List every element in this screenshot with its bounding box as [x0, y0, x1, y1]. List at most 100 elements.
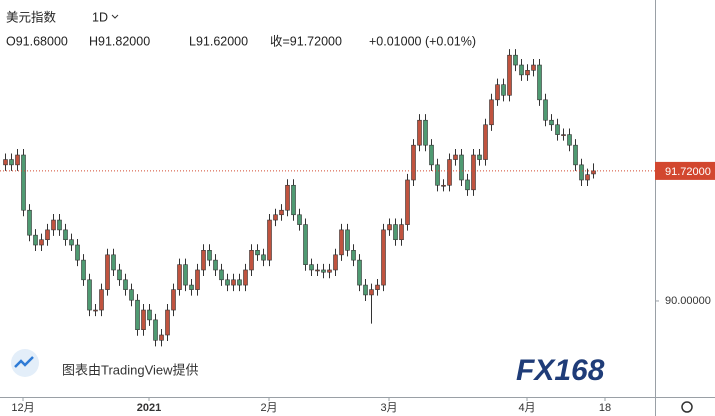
candle-body	[15, 154, 20, 166]
candle-body	[363, 284, 368, 296]
x-tick-label: 12月	[11, 402, 34, 414]
x-tick-label: 18	[599, 402, 611, 414]
candle-body	[501, 84, 506, 96]
candle-body	[99, 289, 104, 311]
settings-icon[interactable]	[681, 401, 693, 413]
candle-body	[345, 229, 350, 251]
candle-body	[489, 99, 494, 126]
candle-body	[105, 254, 110, 290]
candle-body	[339, 229, 344, 256]
candle-body	[231, 279, 236, 286]
attribution[interactable]: 图表由TradingView提供	[62, 362, 199, 377]
candle-body	[243, 269, 248, 286]
x-tick-label: 2月	[260, 402, 277, 414]
symbol[interactable]: 美元指数	[6, 9, 57, 24]
candle-body	[495, 84, 500, 101]
ohlc-high: H91.82000	[89, 34, 150, 48]
candle-body	[453, 154, 458, 160]
candle-body	[93, 309, 98, 312]
candle-body	[525, 70, 530, 76]
y-tick-label: 90.00000	[665, 295, 711, 307]
candle-body	[465, 179, 470, 191]
candle-body	[573, 144, 578, 166]
candle-body	[21, 154, 26, 211]
candle-body	[117, 269, 122, 281]
candle-body	[555, 124, 560, 135]
candle-body	[315, 269, 320, 272]
x-tick-label: 3月	[380, 402, 397, 414]
candle-body	[537, 64, 542, 101]
candle-body	[381, 229, 386, 286]
candle-body	[351, 249, 356, 261]
candle-body	[579, 164, 584, 181]
x-tick-label: 4月	[518, 402, 535, 414]
candle-body	[159, 334, 164, 341]
candle-body	[285, 184, 290, 211]
interval[interactable]: 1D	[92, 10, 108, 24]
candle-body	[39, 239, 44, 246]
candle-body	[261, 254, 266, 261]
candle-body	[87, 279, 92, 311]
candle-body	[57, 219, 62, 231]
candle-body	[237, 279, 242, 286]
candle-body	[219, 269, 224, 281]
candle-body	[321, 269, 326, 273]
candle-body	[483, 124, 488, 160]
candle-body	[177, 264, 182, 290]
candle-body	[189, 284, 194, 290]
candle-body	[123, 279, 128, 290]
ohlc-low: L91.62000	[189, 34, 248, 48]
candle-body	[51, 219, 56, 231]
candle-body	[369, 289, 374, 296]
candle-body	[327, 269, 332, 273]
candle-body	[63, 229, 68, 241]
candle-body	[303, 224, 308, 265]
candle-body	[141, 309, 146, 330]
candle-body	[357, 259, 362, 286]
last-price-box	[655, 161, 715, 180]
candle-body	[135, 299, 140, 330]
candle-body	[429, 144, 434, 166]
candle-body	[531, 64, 536, 71]
candle-body	[333, 254, 338, 271]
candle-body	[255, 249, 260, 256]
candle-body	[423, 119, 428, 146]
candle-body	[441, 184, 446, 187]
candle-body	[201, 249, 206, 271]
candle-body	[591, 170, 596, 175]
candle-body	[417, 119, 422, 146]
candle-body	[3, 159, 8, 166]
candle-body	[447, 159, 452, 186]
candle-body	[171, 289, 176, 311]
interval-caret[interactable]	[111, 14, 119, 19]
logo: FX168	[516, 354, 605, 387]
candle-body	[75, 244, 80, 261]
candle-body	[309, 264, 314, 271]
candle-body	[183, 264, 188, 286]
candle-body	[207, 249, 212, 261]
candle-body	[519, 64, 524, 76]
candle-body	[297, 214, 302, 225]
candle-body	[147, 309, 152, 321]
candle-body	[129, 289, 134, 301]
candle-body	[291, 184, 296, 216]
candle-body	[225, 279, 230, 286]
candle-body	[513, 54, 518, 66]
candle-body	[477, 154, 482, 160]
candle-body	[549, 119, 554, 126]
candle-body	[375, 284, 380, 290]
candle-body	[585, 174, 590, 181]
candle-body	[561, 134, 566, 136]
tv-logo[interactable]	[11, 349, 39, 377]
candle-body	[387, 224, 392, 231]
ohlc-open: O91.68000	[6, 34, 68, 48]
candle-body	[81, 259, 86, 281]
candle-body	[393, 224, 398, 241]
candle-body	[33, 234, 38, 246]
candle-body	[267, 219, 272, 261]
tv-logo-mark	[14, 356, 34, 368]
last-price-label: 91.72000	[665, 166, 711, 178]
candle-body	[459, 154, 464, 181]
